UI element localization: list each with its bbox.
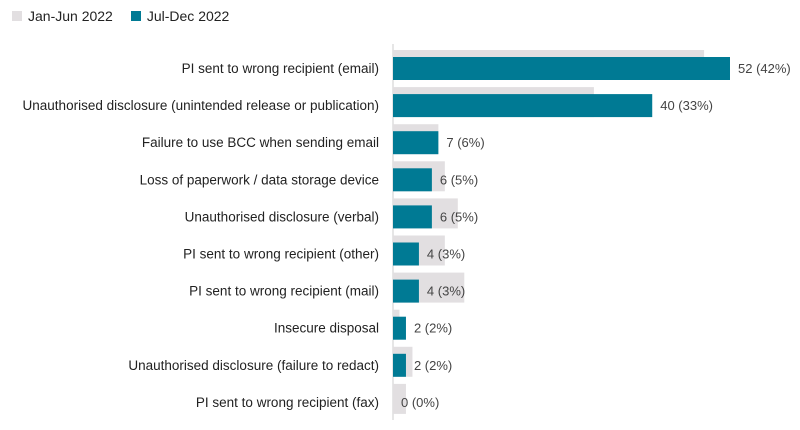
bar-jul-dec-8 [393,353,406,377]
data-label-8: 2 (2%) [414,358,452,373]
bar-jul-dec-2 [393,131,439,155]
legend-swatch-jan-jun [12,11,22,21]
legend: Jan-Jun 2022 Jul-Dec 2022 [12,6,247,26]
legend-swatch-jul-dec [130,11,141,21]
category-label-2: Failure to use BCC when sending email [142,135,379,150]
category-label-7: Insecure disposal [274,321,379,336]
data-label-4: 6 (5%) [440,209,478,224]
legend-label-jan-jun: Jan-Jun 2022 [28,8,113,24]
bar-jul-dec-7 [393,316,406,340]
data-label-9: 0 (0%) [401,395,439,410]
category-label-4: Unauthorised disclosure (verbal) [185,209,379,224]
bar-jul-dec-4 [393,205,432,229]
category-label-6: PI sent to wrong recipient (mail) [189,284,379,299]
legend-item-jan-jun: Jan-Jun 2022 [12,8,113,24]
data-label-7: 2 (2%) [414,321,452,336]
bar-jul-dec-6 [393,279,419,303]
category-label-5: PI sent to wrong recipient (other) [183,247,379,262]
category-label-3: Loss of paperwork / data storage device [140,172,379,187]
category-label-1: Unauthorised disclosure (unintended rele… [23,98,379,113]
data-label-5: 4 (3%) [427,247,465,262]
legend-item-jul-dec: Jul-Dec 2022 [130,8,230,24]
legend-label-jul-dec: Jul-Dec 2022 [146,8,230,24]
category-label-8: Unauthorised disclosure (failure to reda… [128,358,379,373]
category-label-0: PI sent to wrong recipient (email) [182,61,379,76]
category-label-9: PI sent to wrong recipient (fax) [196,395,379,410]
data-label-3: 6 (5%) [440,172,478,187]
bar-jul-dec-1 [393,94,653,118]
data-label-1: 40 (33%) [660,98,713,113]
bar-jul-dec-0 [393,57,730,80]
data-label-6: 4 (3%) [427,284,465,299]
bar-jan-jun-9 [393,383,406,414]
data-label-2: 7 (6%) [446,135,484,150]
bar-jul-dec-3 [393,168,432,192]
bar-jul-dec-5 [393,242,419,266]
data-label-0: 52 (42%) [738,61,791,76]
